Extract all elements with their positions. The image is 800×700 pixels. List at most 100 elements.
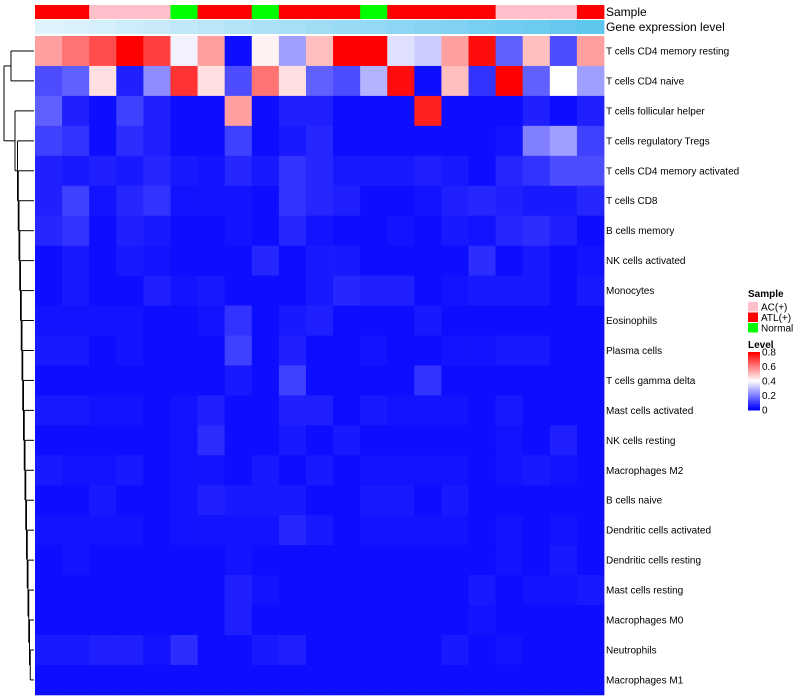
heatmap-cell <box>278 575 307 606</box>
heatmap-cell <box>522 575 551 606</box>
heatmap-cell <box>495 664 524 696</box>
heatmap-cell <box>522 455 551 486</box>
heatmap-cell <box>305 545 334 576</box>
heatmap-cell <box>305 365 334 396</box>
expression-annotation-cell <box>197 20 226 34</box>
heatmap-cell <box>495 275 524 306</box>
heatmap-cell <box>89 65 117 97</box>
heatmap-cell <box>89 515 117 546</box>
heatmap-cell <box>143 335 171 366</box>
heatmap-cell <box>224 605 253 636</box>
heatmap-cell <box>305 36 334 67</box>
heatmap-cell <box>224 664 253 696</box>
sample-annotation-cell <box>197 5 226 19</box>
heatmap-cell <box>278 185 307 217</box>
heatmap-cell <box>62 65 90 97</box>
heatmap-cell <box>522 95 551 127</box>
legend-tick-label: 0.2 <box>762 391 776 402</box>
legend-tick-label: 0 <box>762 406 768 417</box>
heatmap-cell <box>143 275 171 306</box>
heatmap-cell <box>116 125 144 157</box>
heatmap-cell <box>224 65 253 97</box>
heatmap-cell <box>468 305 497 336</box>
heatmap-cell <box>495 36 524 67</box>
row-label: Neutrophils <box>606 645 657 656</box>
heatmap-cell <box>251 515 280 546</box>
heatmap-cell <box>549 95 578 127</box>
heatmap-cell <box>468 455 497 486</box>
heatmap-cell <box>305 425 334 456</box>
heatmap-cell <box>549 275 578 306</box>
legend-colorbar-segment <box>748 381 760 383</box>
heatmap-cell <box>62 245 90 276</box>
heatmap-cell <box>251 65 280 97</box>
heatmap-cell <box>251 365 280 396</box>
heatmap-cell <box>305 125 334 157</box>
expression-annotation-cell <box>224 20 253 34</box>
row-label: B cells memory <box>606 226 674 237</box>
heatmap-cell <box>62 155 90 187</box>
heatmap-cell <box>89 605 117 636</box>
heatmap-cell <box>197 215 226 247</box>
sample-annotation-cell <box>333 5 361 19</box>
heatmap-cell <box>224 245 253 276</box>
heatmap-cell <box>576 185 605 217</box>
heatmap-cell <box>522 155 551 187</box>
gene-expression-annotation-label: Gene expression level <box>606 20 725 34</box>
heatmap-cell <box>89 36 117 67</box>
heatmap-cell <box>387 545 415 576</box>
heatmap-cell <box>116 425 144 456</box>
heatmap-cell <box>387 155 415 187</box>
heatmap-cell <box>197 485 226 516</box>
heatmap-cell <box>522 635 551 666</box>
heatmap-cell <box>333 185 361 217</box>
heatmap-cell <box>441 545 469 576</box>
sample-annotation-cell <box>468 5 497 19</box>
sample-annotation-cell <box>522 5 551 19</box>
heatmap-cell <box>278 245 307 276</box>
legend-colorbar-segment <box>748 407 760 410</box>
heatmap-cell <box>549 155 578 187</box>
heatmap-cell <box>333 455 361 486</box>
expression-annotation-cell <box>143 20 171 34</box>
heatmap-cell <box>414 575 442 606</box>
heatmap-cell <box>360 305 388 336</box>
heatmap-cell <box>197 335 226 366</box>
expression-annotation-cell <box>414 20 442 34</box>
heatmap-cell <box>360 395 388 426</box>
heatmap-cell <box>468 635 497 666</box>
heatmap-cell <box>35 36 63 67</box>
heatmap-cell <box>549 305 578 336</box>
expression-annotation-cell <box>170 20 198 34</box>
heatmap-cell <box>414 485 442 516</box>
heatmap-cell <box>197 125 226 157</box>
heatmap-cell <box>143 455 171 486</box>
heatmap-cell <box>143 545 171 576</box>
heatmap-cell <box>576 65 605 97</box>
heatmap-cell <box>522 245 551 276</box>
heatmap-cell <box>251 125 280 157</box>
sample-annotation-cell <box>495 5 524 19</box>
heatmap-cell <box>414 664 442 696</box>
heatmap-cell <box>89 664 117 696</box>
heatmap-cell <box>441 455 469 486</box>
heatmap-cell <box>360 125 388 157</box>
heatmap-cell <box>522 125 551 157</box>
heatmap-cell <box>89 185 117 217</box>
heatmap-cell <box>495 185 524 217</box>
heatmap-cell <box>387 635 415 666</box>
heatmap-cell <box>495 305 524 336</box>
heatmap-cell <box>305 275 334 306</box>
heatmap-cell <box>360 575 388 606</box>
heatmap-cell <box>441 65 469 97</box>
heatmap-cell <box>251 36 280 67</box>
heatmap-cell <box>278 455 307 486</box>
heatmap-cell <box>62 515 90 546</box>
heatmap-cell <box>251 545 280 576</box>
heatmap-cell <box>224 95 253 127</box>
gene-expression-annotation-bar <box>35 20 605 34</box>
expression-annotation-cell <box>251 20 280 34</box>
heatmap-cell <box>468 425 497 456</box>
heatmap-cell <box>333 335 361 366</box>
heatmap-cell <box>197 395 226 426</box>
